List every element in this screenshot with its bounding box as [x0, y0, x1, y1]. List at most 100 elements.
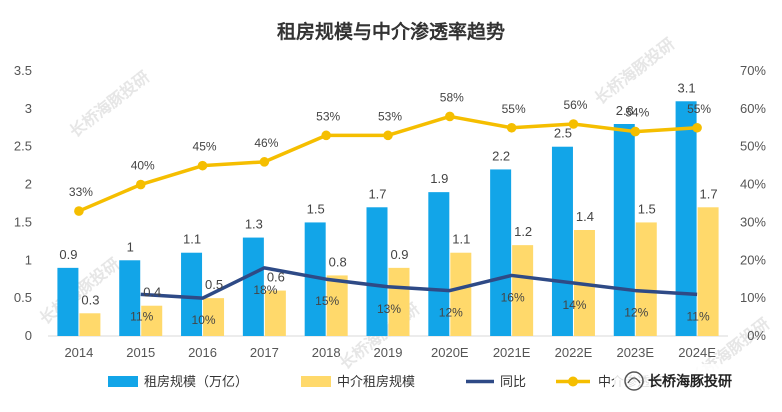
yoy-value-label: 14% — [562, 298, 586, 312]
rent-total-value-label: 1.9 — [430, 171, 448, 186]
legend: 租房规模（万亿） 中介租房规模 同比 中介渗透率 — [108, 374, 663, 390]
agency-rent-bar — [203, 298, 225, 336]
legend-label-rent-total: 租房规模（万亿） — [144, 374, 248, 390]
penetration-point — [445, 111, 455, 122]
agency-rent-bar — [635, 222, 657, 336]
penetration-point — [135, 179, 146, 190]
brand-badge: 长桥海豚投研 — [614, 364, 776, 400]
penetration-value-label: 56% — [563, 98, 587, 112]
penetration-value-label: 53% — [316, 109, 340, 123]
brand-name: 长桥海豚投研 — [648, 373, 732, 390]
rent-total-bar — [242, 237, 264, 336]
agency-rent-value-label: 0.6 — [267, 270, 285, 285]
agency-rent-bars — [79, 207, 719, 336]
watermark-text: 长桥海豚投研 — [66, 67, 153, 141]
rent-total-value-label: 3.1 — [678, 80, 696, 95]
penetration-value-label: 33% — [69, 185, 93, 199]
rent-total-bar — [366, 207, 388, 336]
penetration-point — [74, 206, 84, 216]
legend-swatch-agency-rent — [301, 376, 331, 387]
right-axis-tick-label: 10% — [740, 290, 766, 305]
brand-logo-icon — [627, 377, 641, 384]
right-axis-tick-label: 30% — [740, 214, 766, 229]
penetration-point — [383, 130, 393, 141]
watermark-text: 长桥海豚投研 — [591, 34, 678, 108]
penetration-point — [321, 130, 331, 141]
rent-total-value-label: 0.9 — [59, 247, 77, 262]
penetration-value-label: 55% — [502, 102, 526, 116]
x-axis-tick-label: 2022E — [555, 345, 593, 360]
yoy-value-label: 10% — [192, 313, 216, 327]
agency-rent-value-label: 0.9 — [390, 247, 408, 262]
penetration-point — [197, 160, 208, 171]
penetration-value-label: 54% — [625, 106, 649, 120]
left-axis-tick-label: 1 — [25, 252, 32, 267]
rent-total-value-label: 1.7 — [368, 186, 386, 201]
legend-marker-penetration — [568, 376, 578, 387]
agency-rent-bar — [512, 245, 534, 336]
left-axis-tick-label: 3.5 — [14, 63, 32, 78]
brand-badge-bg — [614, 364, 776, 400]
right-axis-tick-label: 70% — [740, 63, 766, 78]
penetration-point — [259, 157, 270, 167]
rent-total-bar — [490, 169, 512, 336]
rent-total-bar — [428, 192, 450, 336]
rent-total-bar — [119, 260, 141, 336]
x-axis-tick-label: 2014 — [64, 345, 93, 360]
x-axis-tick-label: 2020E — [431, 345, 469, 360]
x-axis-tick-label: 2024E — [678, 345, 716, 360]
x-axis-labels: 2014 2015 2016 2017 2018 2019 2020E 2021E 2022E 2… — [64, 345, 716, 360]
agency-rent-value-label: 1.7 — [700, 186, 718, 201]
left-axis-tick-label: 1.5 — [14, 214, 32, 229]
right-axis-tick-label: 20% — [740, 252, 766, 267]
penetration-value-label: 58% — [440, 90, 464, 104]
right-axis-tick-label: 0% — [747, 328, 766, 343]
left-axis-tick-label: 2.5 — [14, 139, 32, 154]
agency-rent-value-label: 0.8 — [329, 254, 347, 269]
agency-rent-value-label: 1.2 — [514, 224, 532, 239]
right-axis-tick-label: 40% — [740, 177, 766, 192]
yoy-line — [140, 266, 698, 300]
agency-rent-bar — [141, 305, 163, 336]
x-axis-tick-label: 2023E — [616, 345, 654, 360]
yoy-value-label: 12% — [624, 306, 648, 320]
brand-logo-icon — [624, 371, 644, 391]
agency-rent-value-label: 0.4 — [143, 285, 161, 300]
rent-total-value-label: 1 — [127, 239, 134, 254]
rent-total-value-label: 2.5 — [554, 126, 572, 141]
agency-rent-value-label: 1.4 — [576, 209, 594, 224]
yoy-value-label: 11% — [130, 309, 153, 323]
legend-label-agency-rent: 中介租房规模 — [337, 374, 415, 390]
rent-total-bar — [57, 267, 79, 336]
right-axis: 0% 10% 20% 30% 40% 50% 60% 70% — [740, 63, 766, 343]
rent-total-value-label: 1.5 — [307, 201, 325, 216]
data-labels: 0.9 1 1.1 1.3 1.5 1.7 1.9 2.2 2.5 2.8 3.1 0.3 0.4 0.5… — [59, 80, 717, 327]
legend-label-yoy: 同比 — [500, 375, 526, 390]
rent-total-value-label: 2.8 — [616, 103, 634, 118]
left-axis-tick-label: 0.5 — [14, 290, 32, 305]
penetration-value-label: 55% — [687, 102, 711, 116]
x-axis-tick-label: 2017 — [250, 345, 279, 360]
agency-rent-bar — [326, 275, 348, 336]
x-axis-tick-label: 2019 — [374, 345, 403, 360]
penetration-point — [506, 122, 517, 133]
agency-rent-value-label: 1.5 — [638, 201, 656, 216]
penetration-point — [692, 122, 702, 133]
x-axis-tick-label: 2018 — [312, 345, 341, 360]
left-axis-tick-label: 2 — [25, 177, 32, 192]
penetration-value-label: 45% — [193, 140, 217, 154]
left-axis: 0 0.5 1 1.5 2 2.5 3 3.5 — [14, 63, 32, 343]
rent-total-value-label: 1.1 — [183, 232, 201, 247]
left-axis-tick-label: 0 — [25, 328, 32, 343]
rent-total-bar — [551, 146, 573, 336]
right-axis-tick-label: 50% — [740, 139, 766, 154]
penetration-value-label: 40% — [131, 159, 155, 173]
penetration-point — [568, 119, 579, 129]
agency-rent-value-label: 0.3 — [81, 292, 99, 307]
yoy-value-label: 12% — [439, 306, 463, 320]
penetration-line — [74, 111, 702, 216]
rent-total-bar — [181, 252, 203, 336]
penetration-value-label: 46% — [254, 136, 278, 150]
yoy-value-label: 18% — [253, 283, 277, 297]
